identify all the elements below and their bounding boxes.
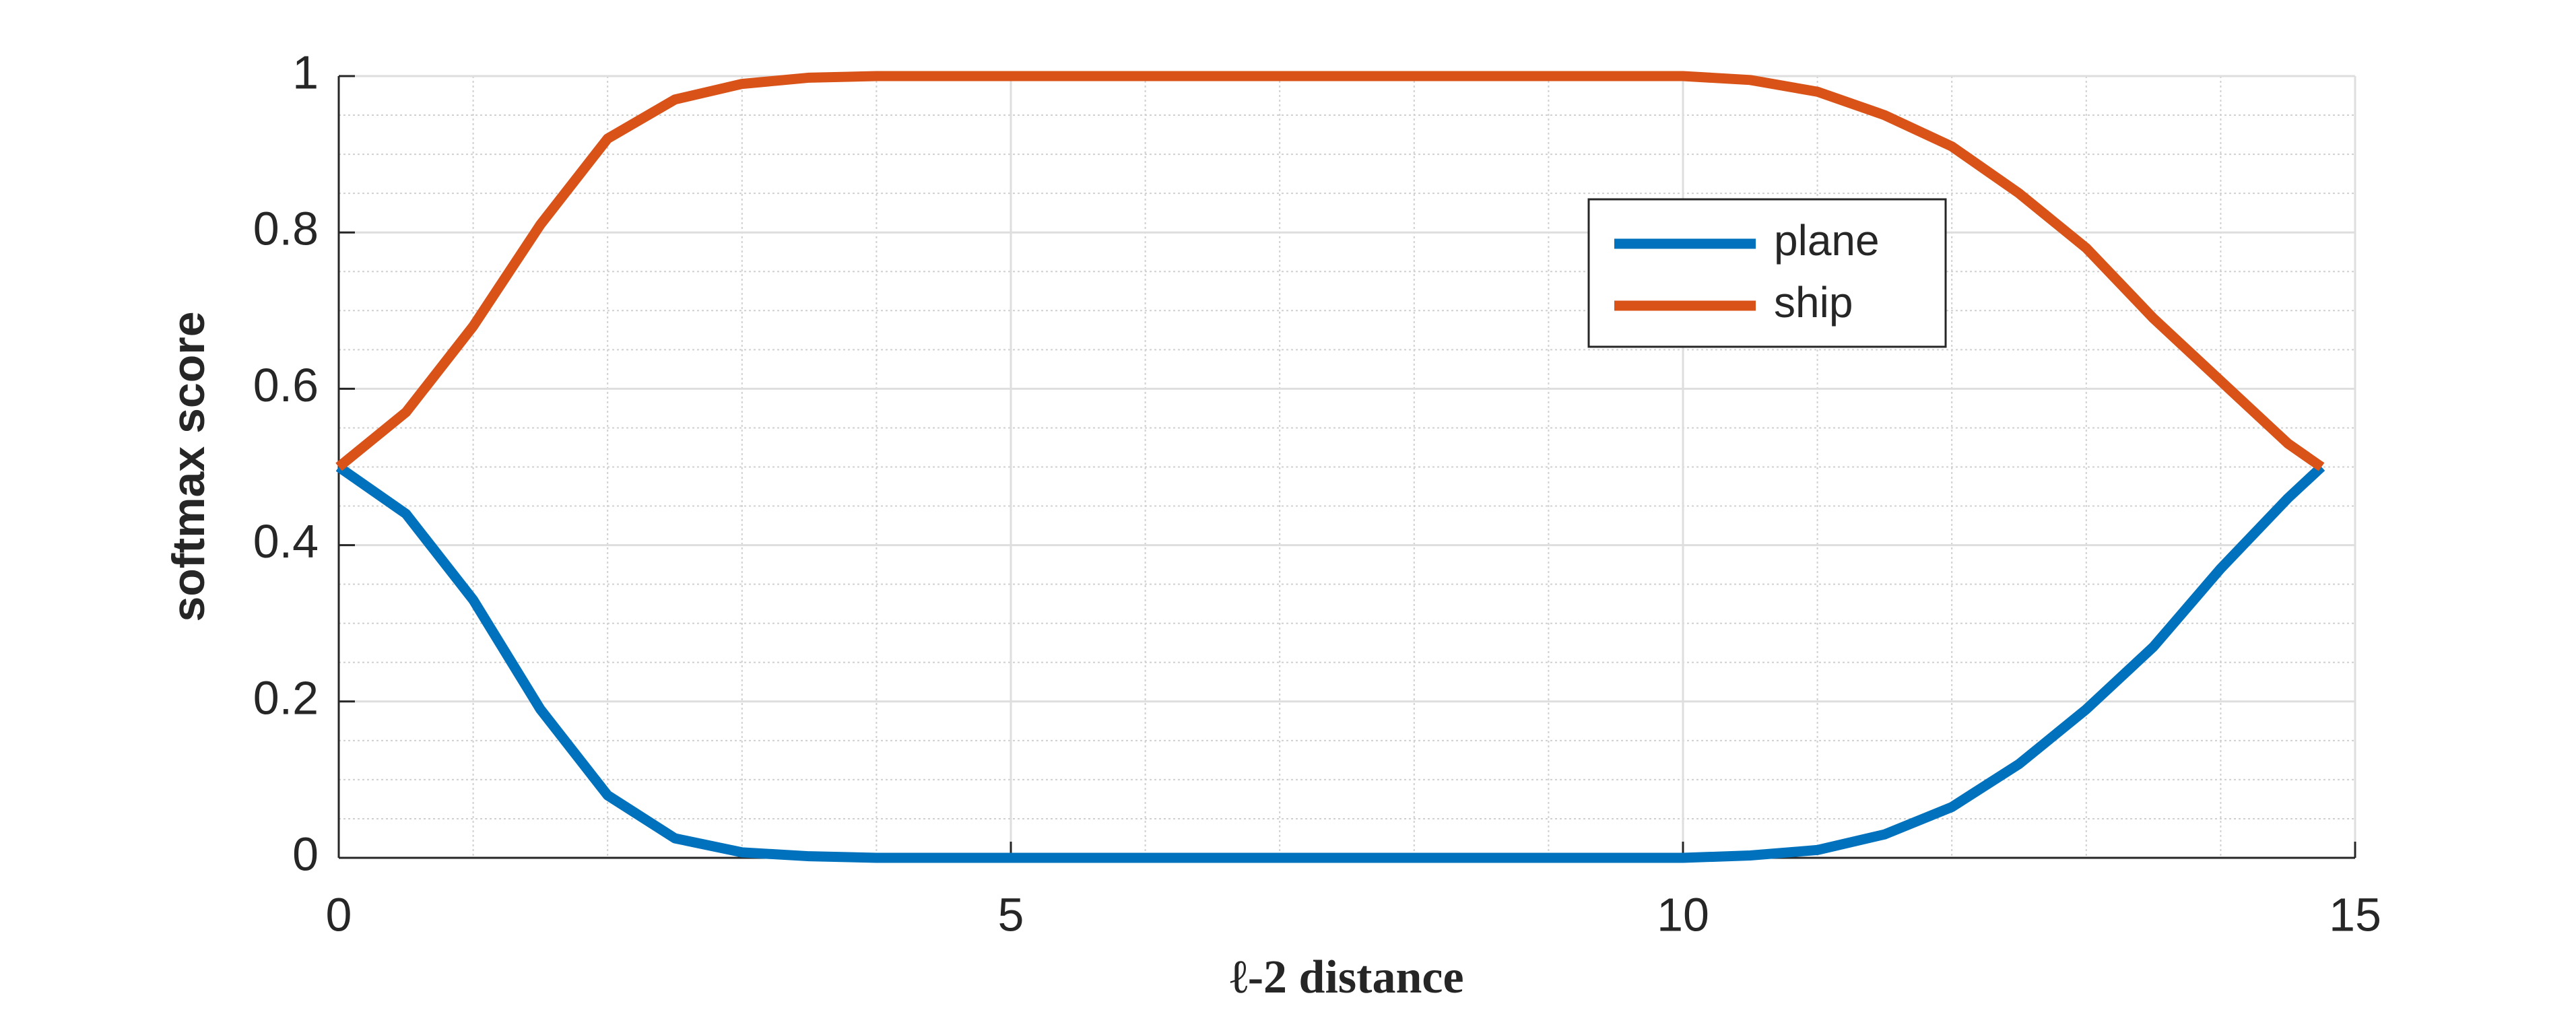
y-tick-label: 1: [292, 46, 319, 98]
data-line: [335, 71, 2325, 471]
legend-label: ship: [1774, 278, 1853, 327]
y-axis-label: softmax score: [163, 311, 214, 621]
y-tick-label: 0.2: [253, 671, 319, 724]
y-tick-label: 0.4: [253, 515, 319, 568]
data-line: [335, 463, 2325, 863]
legend-box: [1587, 198, 1947, 348]
legend: plane ship: [1587, 198, 1947, 348]
x-tick-label: 0: [326, 888, 352, 941]
x-tick-label: 10: [1657, 888, 1709, 941]
y-tick-label: 0: [292, 828, 319, 880]
x-axis-label: ℓ-2 distance: [1230, 951, 1463, 1003]
x-tick-label: 5: [998, 888, 1024, 941]
legend-label: plane: [1774, 216, 1880, 265]
x-tick-label: 15: [2329, 888, 2381, 941]
y-tick-label: 0.6: [253, 359, 319, 411]
y-tick-label: 0.8: [253, 203, 319, 255]
